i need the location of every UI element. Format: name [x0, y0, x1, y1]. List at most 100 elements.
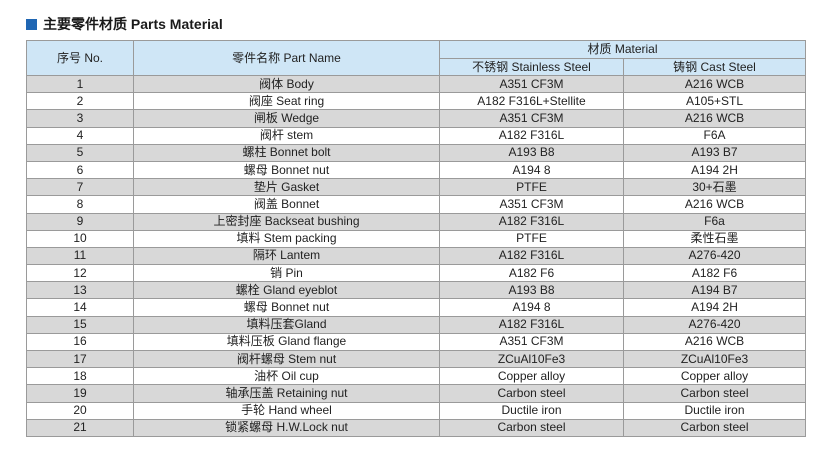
table-row: 20 手轮 Hand wheel Ductile iron Ductile iron — [26, 401, 807, 420]
table-row: 15 填料压套Gland A182 F316L A276-420 — [26, 315, 807, 334]
header-cast-steel: 铸钢 Cast Steel — [622, 58, 807, 76]
cell-stainless-steel: A182 F316L — [439, 246, 624, 266]
table-row: 10 填料 Stem packing PTFE 柔性石墨 — [26, 229, 807, 248]
section-title: 主要零件材质 Parts Material — [43, 16, 223, 32]
cell-cast-steel: A276-420 — [622, 246, 807, 266]
cell-no: 6 — [26, 160, 134, 180]
cell-no: 19 — [26, 384, 134, 403]
cell-stainless-steel: Carbon steel — [439, 384, 624, 403]
table-row: 14 螺母 Bonnet nut A194 8 A194 2H — [26, 298, 807, 317]
cell-stainless-steel: A182 F316L — [439, 126, 624, 145]
cell-part-name: 隔环 Lantem — [133, 246, 440, 266]
cell-cast-steel: A105+STL — [622, 92, 807, 111]
table-row: 17 阀杆螺母 Stem nut ZCuAl10Fe3 ZCuAl10Fe3 — [26, 349, 807, 369]
cell-cast-steel: A216 WCB — [622, 109, 807, 128]
cell-no: 8 — [26, 195, 134, 214]
table-row: 8 阀盖 Bonnet A351 CF3M A216 WCB — [26, 195, 807, 214]
cell-cast-steel: A216 WCB — [622, 195, 807, 214]
cell-stainless-steel: Ductile iron — [439, 401, 624, 420]
cell-no: 4 — [26, 126, 134, 145]
section-heading: 主要零件材质 Parts Material — [26, 14, 223, 34]
cell-cast-steel: A194 B7 — [622, 281, 807, 300]
cell-cast-steel: A216 WCB — [622, 74, 807, 94]
cell-part-name: 手轮 Hand wheel — [133, 401, 440, 420]
table-row: 6 螺母 Bonnet nut A194 8 A194 2H — [26, 160, 807, 180]
cell-stainless-steel: A193 B8 — [439, 281, 624, 300]
cell-cast-steel: Carbon steel — [622, 384, 807, 403]
cell-stainless-steel: Copper alloy — [439, 367, 624, 386]
cell-cast-steel: F6a — [622, 212, 807, 231]
cell-part-name: 填料压套Gland — [133, 315, 440, 334]
cell-cast-steel: Copper alloy — [622, 367, 807, 386]
cell-stainless-steel: A182 F316L — [439, 315, 624, 334]
table-row: 19 轴承压盖 Retaining nut Carbon steel Carbon s… — [26, 384, 807, 403]
cell-cast-steel: 30+石墨 — [622, 178, 807, 197]
cell-part-name: 填料 Stem packing — [133, 229, 440, 248]
cell-part-name: 阀杆 stem — [133, 126, 440, 145]
table-row: 11 隔环 Lantem A182 F316L A276-420 — [26, 246, 807, 266]
table-row: 3 闸板 Wedge A351 CF3M A216 WCB — [26, 109, 807, 128]
cell-no: 7 — [26, 178, 134, 197]
header-part-name: 零件名称 Part Name — [133, 40, 440, 76]
cell-no: 3 — [26, 109, 134, 128]
cell-part-name: 销 Pin — [133, 264, 440, 283]
cell-no: 14 — [26, 298, 134, 317]
cell-stainless-steel: A182 F316L+Stellite — [439, 92, 624, 111]
cell-stainless-steel: ZCuAl10Fe3 — [439, 349, 624, 369]
cell-stainless-steel: A194 8 — [439, 298, 624, 317]
cell-no: 9 — [26, 212, 134, 231]
cell-cast-steel: ZCuAl10Fe3 — [622, 349, 807, 369]
cell-cast-steel: 柔性石墨 — [622, 229, 807, 248]
cell-no: 18 — [26, 367, 134, 386]
cell-part-name: 闸板 Wedge — [133, 109, 440, 128]
cell-part-name: 油杯 Oil cup — [133, 367, 440, 386]
cell-stainless-steel: A351 CF3M — [439, 109, 624, 128]
cell-part-name: 填料压板 Gland flange — [133, 332, 440, 352]
table-row: 7 垫片 Gasket PTFE 30+石墨 — [26, 178, 807, 197]
table-row: 12 销 Pin A182 F6 A182 F6 — [26, 264, 807, 283]
cell-cast-steel: Ductile iron — [622, 401, 807, 420]
table-row: 13 螺栓 Gland eyeblot A193 B8 A194 B7 — [26, 281, 807, 300]
cell-no: 2 — [26, 92, 134, 111]
table-row: 2 阀座 Seat ring A182 F316L+Stellite A105+STL — [26, 92, 807, 111]
parts-material-table: 序号 No. 零件名称 Part Name 材质 Material 不锈钢 St… — [26, 40, 807, 437]
cell-cast-steel: Carbon steel — [622, 418, 807, 437]
cell-cast-steel: A276-420 — [622, 315, 807, 334]
cell-part-name: 垫片 Gasket — [133, 178, 440, 197]
cell-no: 13 — [26, 281, 134, 300]
cell-stainless-steel: A182 F316L — [439, 212, 624, 231]
cell-stainless-steel: A193 B8 — [439, 143, 624, 162]
table-row: 9 上密封座 Backseat bushing A182 F316L F6a — [26, 212, 807, 231]
cell-cast-steel: A194 2H — [622, 160, 807, 180]
cell-part-name: 阀杆螺母 Stem nut — [133, 349, 440, 369]
cell-stainless-steel: A351 CF3M — [439, 332, 624, 352]
cell-no: 16 — [26, 332, 134, 352]
header-stainless-steel: 不锈钢 Stainless Steel — [439, 58, 624, 76]
cell-no: 11 — [26, 246, 134, 266]
cell-stainless-steel: A351 CF3M — [439, 74, 624, 94]
cell-part-name: 轴承压盖 Retaining nut — [133, 384, 440, 403]
cell-part-name: 上密封座 Backseat bushing — [133, 212, 440, 231]
cell-no: 12 — [26, 264, 134, 283]
cell-part-name: 螺母 Bonnet nut — [133, 160, 440, 180]
cell-stainless-steel: PTFE — [439, 229, 624, 248]
cell-cast-steel: F6A — [622, 126, 807, 145]
cell-part-name: 锁紧螺母 H.W.Lock nut — [133, 418, 440, 437]
cell-no: 17 — [26, 349, 134, 369]
cell-no: 21 — [26, 418, 134, 437]
cell-part-name: 螺柱 Bonnet bolt — [133, 143, 440, 162]
cell-cast-steel: A193 B7 — [622, 143, 807, 162]
cell-cast-steel: A182 F6 — [622, 264, 807, 283]
cell-cast-steel: A216 WCB — [622, 332, 807, 352]
cell-no: 5 — [26, 143, 134, 162]
cell-no: 20 — [26, 401, 134, 420]
header-no: 序号 No. — [26, 40, 134, 76]
cell-stainless-steel: Carbon steel — [439, 418, 624, 437]
cell-cast-steel: A194 2H — [622, 298, 807, 317]
cell-no: 1 — [26, 74, 134, 94]
cell-stainless-steel: A194 8 — [439, 160, 624, 180]
cell-stainless-steel: A182 F6 — [439, 264, 624, 283]
table-row: 18 油杯 Oil cup Copper alloy Copper alloy — [26, 367, 807, 386]
cell-part-name: 阀盖 Bonnet — [133, 195, 440, 214]
cell-part-name: 螺母 Bonnet nut — [133, 298, 440, 317]
